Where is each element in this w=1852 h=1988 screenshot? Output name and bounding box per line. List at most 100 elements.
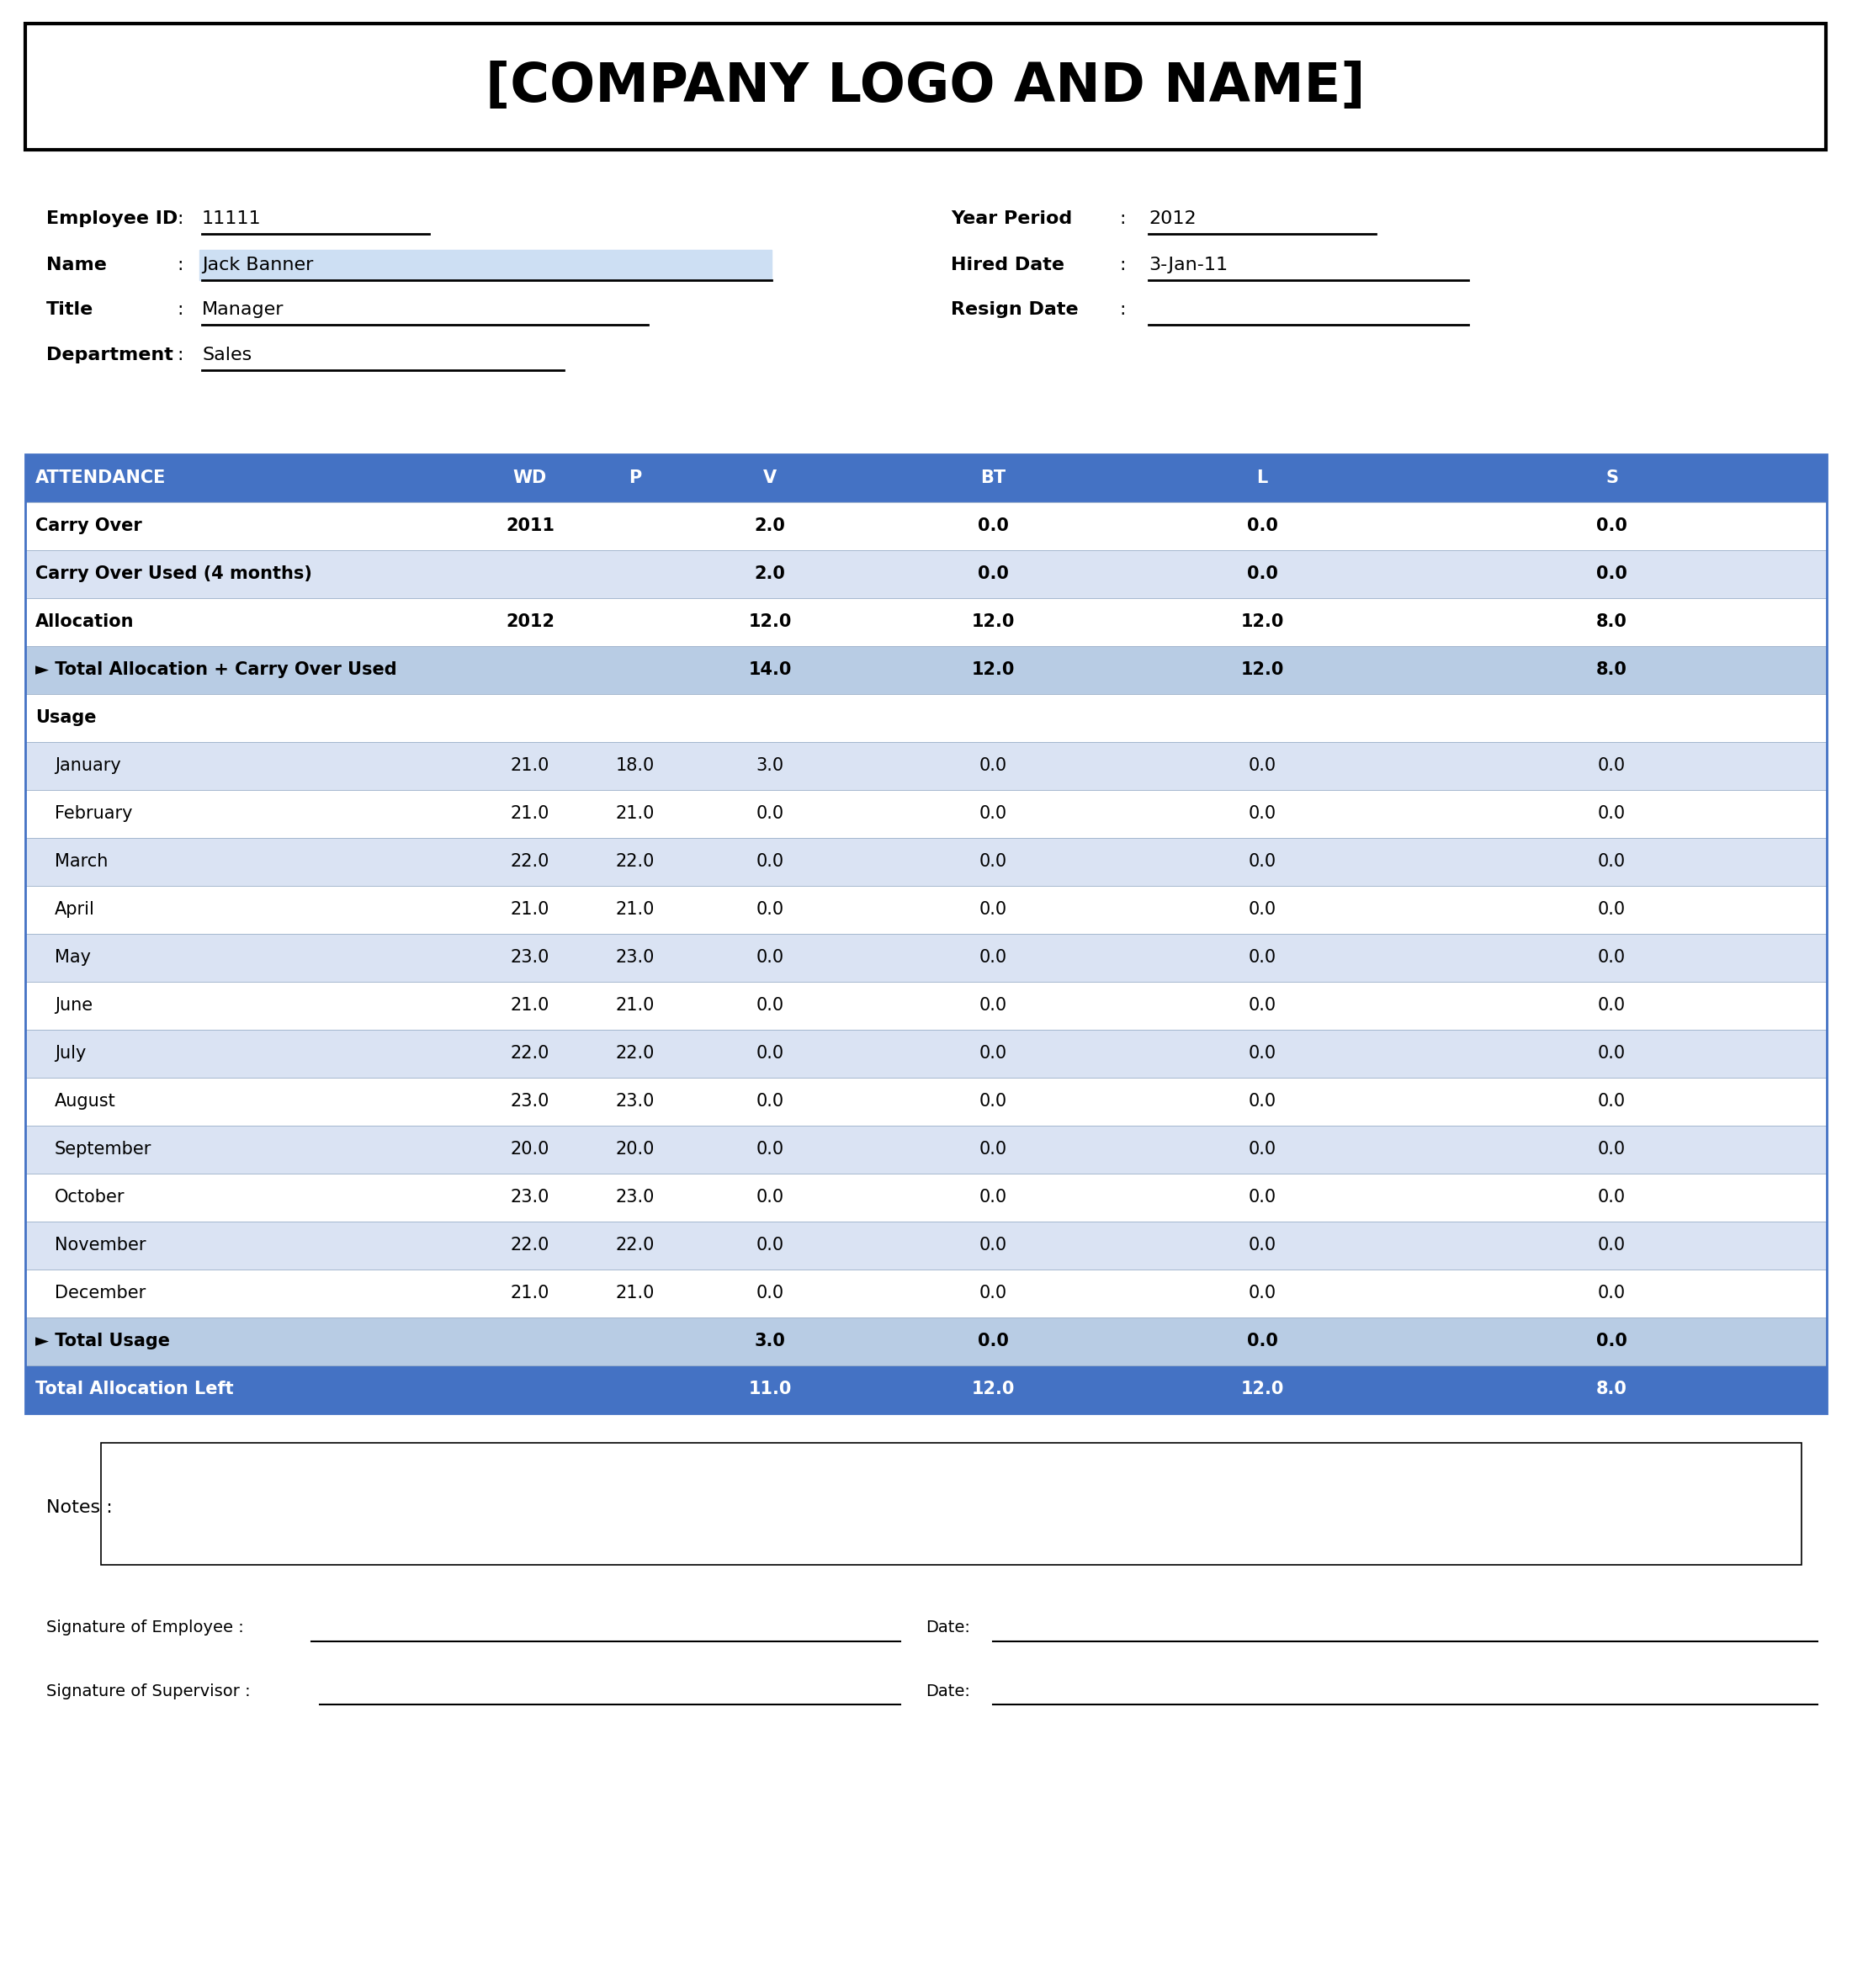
Text: 2011: 2011 — [506, 517, 554, 535]
Text: 3-Jan-11: 3-Jan-11 — [1148, 256, 1228, 274]
Text: [COMPANY LOGO AND NAME]: [COMPANY LOGO AND NAME] — [485, 60, 1365, 113]
Bar — [26, 1125, 1826, 1173]
Text: February: February — [56, 805, 133, 821]
Text: 18.0: 18.0 — [617, 757, 656, 773]
Bar — [26, 1318, 1826, 1366]
Bar — [26, 1221, 1826, 1270]
Text: WD: WD — [513, 469, 546, 487]
Text: 12.0: 12.0 — [970, 1380, 1015, 1398]
Text: 0.0: 0.0 — [1248, 853, 1276, 871]
Text: 0.0: 0.0 — [1248, 901, 1276, 918]
Text: July: July — [56, 1046, 87, 1062]
Text: 21.0: 21.0 — [615, 805, 656, 821]
Text: :: : — [176, 346, 183, 364]
Text: 22.0: 22.0 — [511, 1046, 550, 1062]
Bar — [26, 742, 1826, 789]
Text: 0.0: 0.0 — [1246, 565, 1278, 582]
Text: 23.0: 23.0 — [615, 1189, 656, 1205]
Bar — [26, 1366, 1826, 1413]
Text: 20.0: 20.0 — [511, 1141, 550, 1157]
Text: October: October — [56, 1189, 124, 1205]
Text: Carry Over: Carry Over — [35, 517, 143, 535]
Text: :: : — [176, 302, 183, 318]
Text: 0.0: 0.0 — [980, 1093, 1007, 1109]
Bar — [26, 455, 1826, 1413]
Bar — [26, 646, 1826, 694]
Text: 0.0: 0.0 — [978, 1332, 1007, 1350]
Text: Usage: Usage — [35, 710, 96, 726]
Text: Allocation: Allocation — [35, 614, 133, 630]
Bar — [26, 1173, 1826, 1221]
Text: 0.0: 0.0 — [1246, 1332, 1278, 1350]
Text: May: May — [56, 948, 91, 966]
Text: Signature of Employee :: Signature of Employee : — [46, 1620, 244, 1636]
Text: 0.0: 0.0 — [756, 1046, 783, 1062]
Text: 0.0: 0.0 — [980, 853, 1007, 871]
Text: April: April — [56, 901, 94, 918]
Text: Carry Over Used (4 months): Carry Over Used (4 months) — [35, 565, 313, 582]
Text: August: August — [56, 1093, 117, 1109]
Text: 2.0: 2.0 — [754, 517, 785, 535]
Text: 0.0: 0.0 — [1598, 757, 1626, 773]
Text: June: June — [56, 996, 93, 1014]
Text: 22.0: 22.0 — [511, 853, 550, 871]
Text: 0.0: 0.0 — [1248, 1046, 1276, 1062]
Text: Date:: Date: — [926, 1684, 970, 1700]
Text: 0.0: 0.0 — [756, 1141, 783, 1157]
Text: :: : — [176, 256, 183, 274]
Text: 12.0: 12.0 — [748, 614, 791, 630]
Text: 0.0: 0.0 — [756, 1284, 783, 1302]
Text: :: : — [176, 211, 183, 227]
Text: 0.0: 0.0 — [1598, 1046, 1626, 1062]
Text: 22.0: 22.0 — [615, 853, 656, 871]
Bar — [26, 455, 1826, 503]
Text: 0.0: 0.0 — [1596, 565, 1626, 582]
Text: 0.0: 0.0 — [756, 1237, 783, 1254]
Bar — [26, 1030, 1826, 1077]
Text: 21.0: 21.0 — [511, 1284, 550, 1302]
Text: 23.0: 23.0 — [615, 948, 656, 966]
Bar — [200, 250, 772, 280]
Text: 2.0: 2.0 — [754, 565, 785, 582]
Text: 21.0: 21.0 — [511, 805, 550, 821]
Text: 23.0: 23.0 — [511, 1093, 550, 1109]
Text: 0.0: 0.0 — [978, 565, 1007, 582]
Text: Total Allocation Left: Total Allocation Left — [35, 1380, 233, 1398]
Text: 0.0: 0.0 — [978, 517, 1007, 535]
Bar — [26, 934, 1826, 982]
Text: :: : — [1119, 256, 1126, 274]
Text: 0.0: 0.0 — [756, 805, 783, 821]
Text: 22.0: 22.0 — [615, 1046, 656, 1062]
Text: Notes :: Notes : — [46, 1499, 113, 1517]
Text: 11.0: 11.0 — [748, 1380, 791, 1398]
Text: V: V — [763, 469, 776, 487]
Text: 0.0: 0.0 — [980, 901, 1007, 918]
Text: 0.0: 0.0 — [756, 853, 783, 871]
Text: 0.0: 0.0 — [1598, 1237, 1626, 1254]
Text: 0.0: 0.0 — [1248, 757, 1276, 773]
Text: 23.0: 23.0 — [615, 1093, 656, 1109]
Text: 21.0: 21.0 — [615, 901, 656, 918]
Text: BT: BT — [980, 469, 1006, 487]
Text: 0.0: 0.0 — [1598, 996, 1626, 1014]
Bar — [26, 551, 1826, 598]
Text: 0.0: 0.0 — [1598, 1189, 1626, 1205]
Text: 0.0: 0.0 — [1248, 1284, 1276, 1302]
Text: 21.0: 21.0 — [511, 757, 550, 773]
Text: 0.0: 0.0 — [980, 1284, 1007, 1302]
Bar — [26, 503, 1826, 551]
Text: ► Total Usage: ► Total Usage — [35, 1332, 170, 1350]
Text: 21.0: 21.0 — [511, 901, 550, 918]
Text: 8.0: 8.0 — [1596, 614, 1626, 630]
Text: 0.0: 0.0 — [756, 996, 783, 1014]
Text: P: P — [630, 469, 641, 487]
Bar — [26, 598, 1826, 646]
Bar — [26, 982, 1826, 1030]
Text: 0.0: 0.0 — [756, 1189, 783, 1205]
Text: Date:: Date: — [926, 1620, 970, 1636]
Text: 21.0: 21.0 — [511, 996, 550, 1014]
Text: Manager: Manager — [202, 302, 283, 318]
Text: ATTENDANCE: ATTENDANCE — [35, 469, 167, 487]
Text: 0.0: 0.0 — [1248, 996, 1276, 1014]
Text: :: : — [1119, 302, 1126, 318]
